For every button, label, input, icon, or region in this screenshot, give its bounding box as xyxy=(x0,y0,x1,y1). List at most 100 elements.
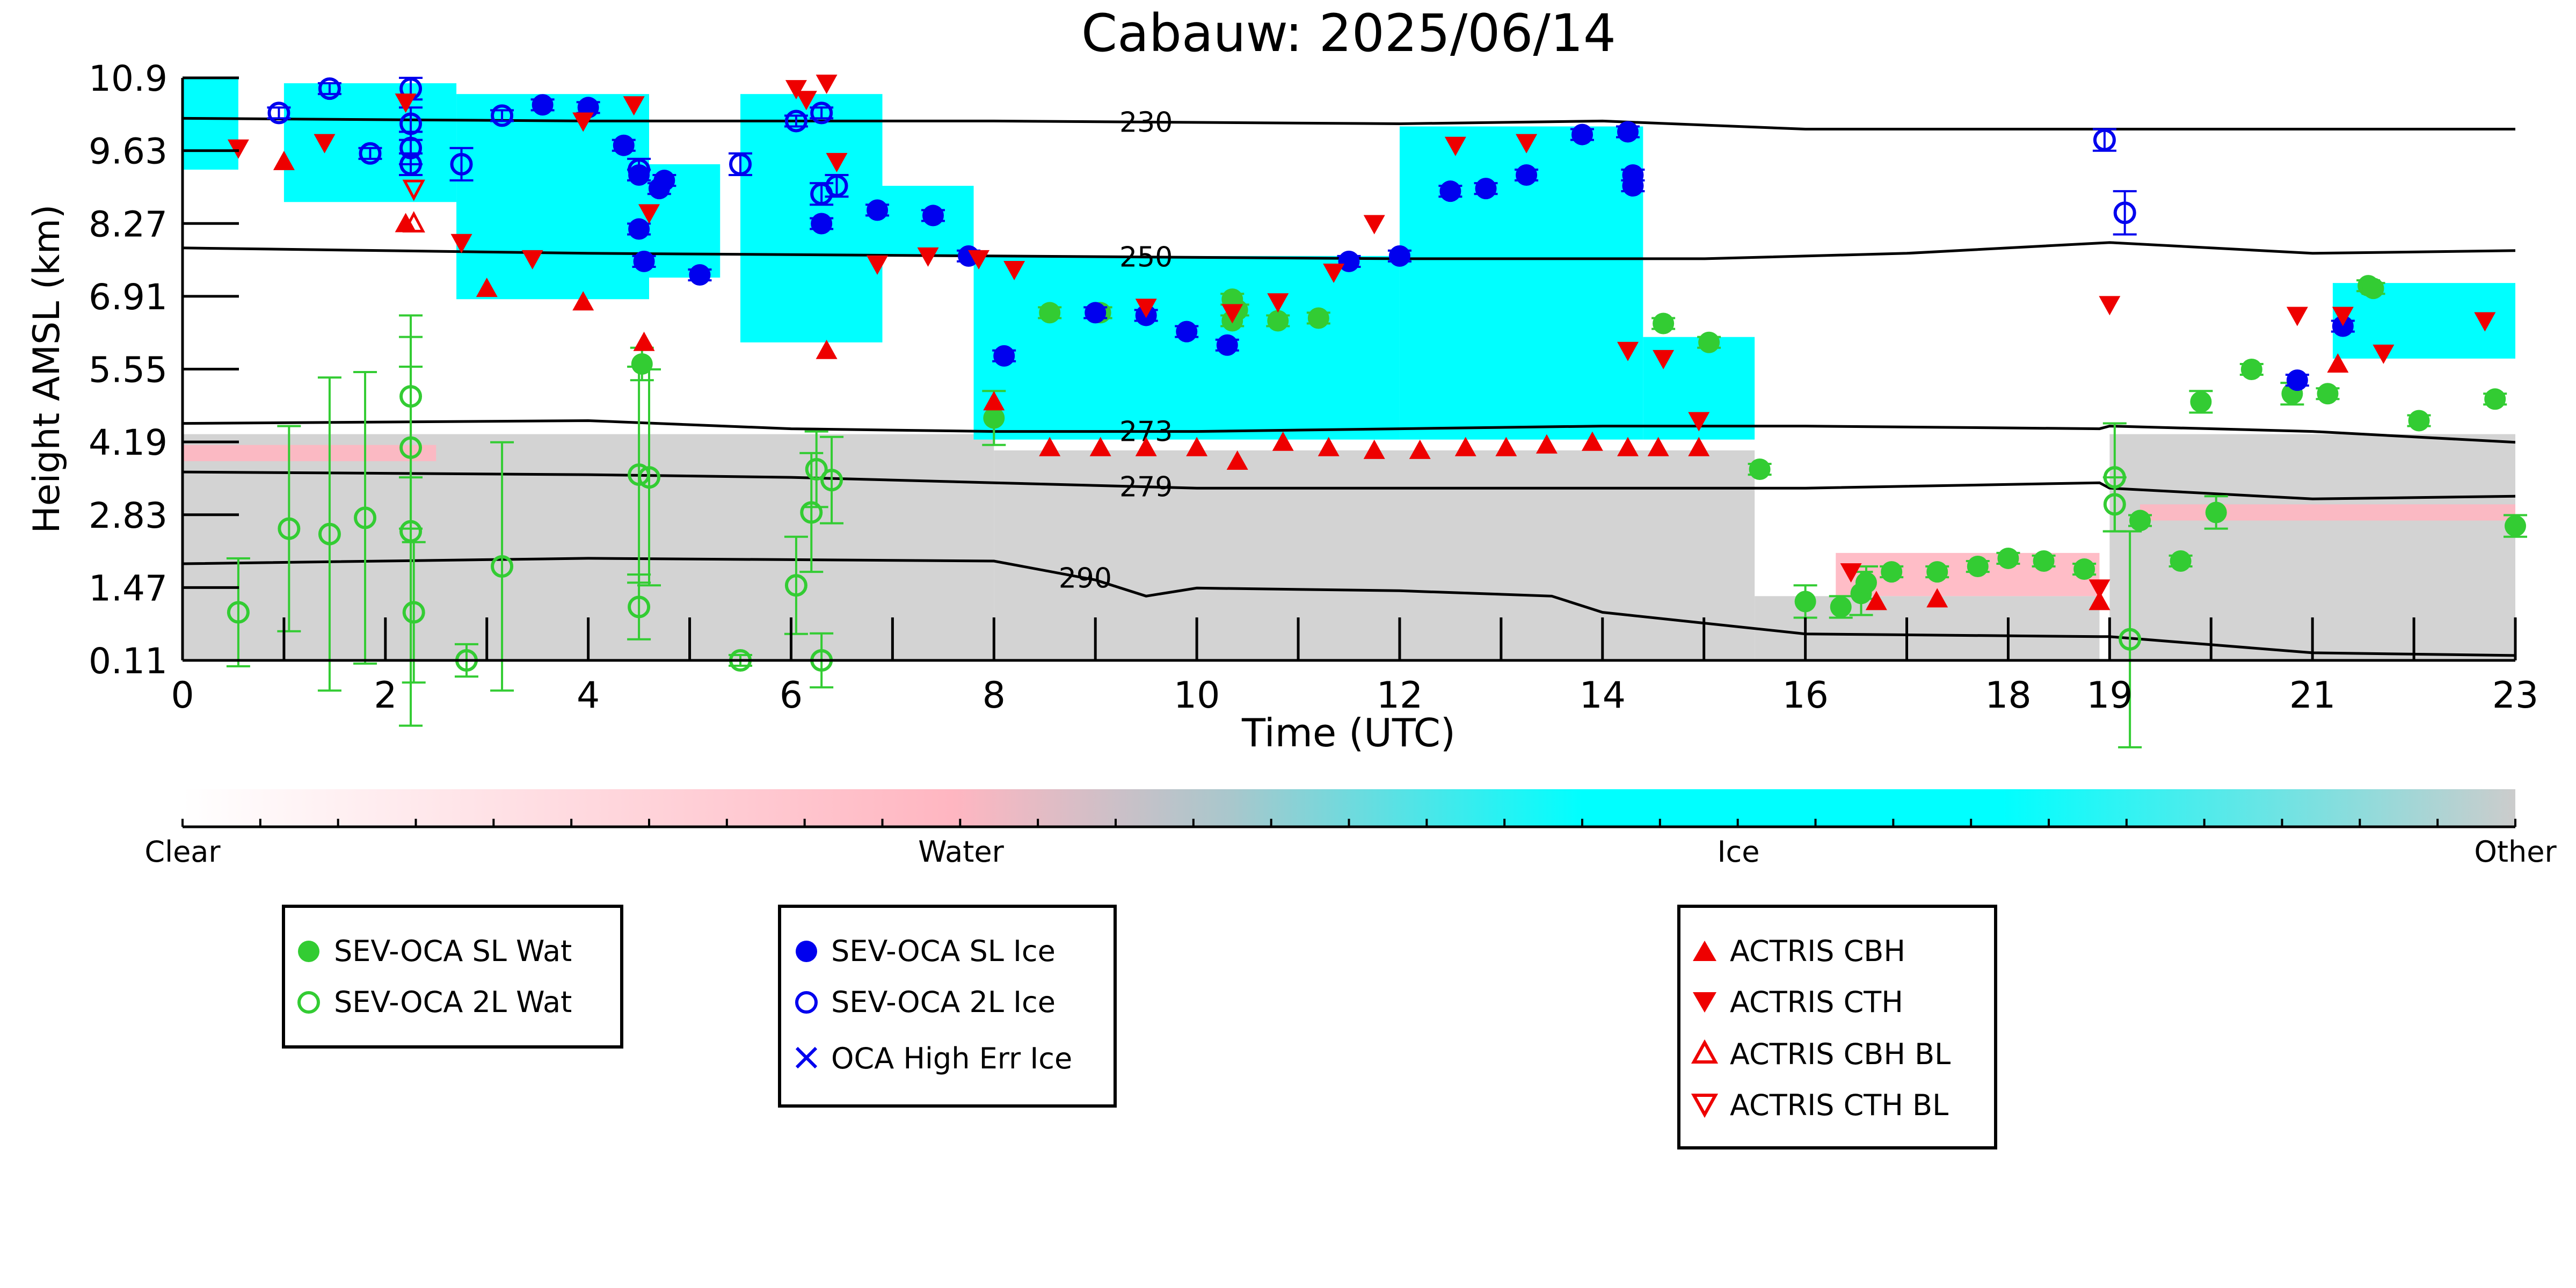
marker-point xyxy=(572,112,594,132)
marker-point xyxy=(2033,550,2055,572)
water-region xyxy=(183,445,436,461)
marker-point xyxy=(1926,588,1948,608)
marker-point xyxy=(1647,436,1669,456)
legend-label-2l-wat: SEV-OCA 2L Wat xyxy=(334,985,572,1019)
legend-label-cbh: ACTRIS CBH xyxy=(1730,934,1905,968)
marker-point xyxy=(267,101,290,125)
y-tick-label: 5.55 xyxy=(89,350,168,391)
marker-point xyxy=(1688,412,1710,432)
marker-point xyxy=(825,174,848,198)
marker-point xyxy=(800,501,823,524)
data-series xyxy=(226,75,2527,748)
isotherm-line xyxy=(183,557,2515,657)
marker-point xyxy=(1475,178,1497,200)
marker-point xyxy=(922,205,944,227)
marker-point xyxy=(795,91,817,111)
x-tick-label: 8 xyxy=(983,674,1006,717)
legend-ice: SEV-OCA SL Ice SEV-OCA 2L Ice OCA High E… xyxy=(778,905,1117,1108)
marker-point xyxy=(826,152,848,172)
marker-point xyxy=(2129,510,2151,532)
x-tick-label: 4 xyxy=(577,674,600,717)
legend-marker-cth-bl xyxy=(1691,1094,1719,1118)
legend-label-cbh-bl: ACTRIS CBH BL xyxy=(1730,1037,1951,1071)
marker-point xyxy=(1495,436,1517,456)
marker-point xyxy=(2205,501,2227,523)
marker-point xyxy=(1967,556,1989,578)
marker-point xyxy=(729,152,752,176)
y-tick-label: 6.91 xyxy=(89,276,168,318)
marker-point xyxy=(1039,436,1061,456)
marker-point xyxy=(399,436,423,459)
marker-point xyxy=(450,152,473,176)
marker-point xyxy=(572,291,594,311)
marker-point xyxy=(811,213,833,235)
y-axis-label: Height AMSL (km) xyxy=(26,205,68,534)
marker-point xyxy=(395,213,417,232)
legend-marker-sl-wat xyxy=(298,941,319,962)
marker-point xyxy=(1135,436,1157,456)
y-tick-label: 8.27 xyxy=(89,203,168,245)
marker-point xyxy=(402,179,425,201)
marker-point xyxy=(402,601,425,624)
marker-point xyxy=(628,595,651,618)
marker-point xyxy=(628,158,651,181)
error-bar xyxy=(784,535,808,635)
marker-point xyxy=(2327,353,2349,373)
legend-label-sl-ice: SEV-OCA SL Ice xyxy=(831,934,1056,968)
marker-point xyxy=(318,522,341,545)
marker-point xyxy=(653,170,675,192)
marker-point xyxy=(1698,331,1720,353)
legend-label-cth-bl: ACTRIS CTH BL xyxy=(1730,1088,1948,1122)
marker-point xyxy=(2332,315,2354,337)
marker-point xyxy=(359,142,382,165)
marker-point xyxy=(805,458,828,481)
marker-point xyxy=(278,517,301,540)
isotherm-label: 279 xyxy=(1119,471,1173,504)
marker-point xyxy=(521,250,543,270)
x-tick-label: 18 xyxy=(1985,674,2032,717)
marker-point xyxy=(1865,591,1887,610)
marker-point xyxy=(1926,561,1948,583)
marker-point xyxy=(867,199,889,221)
legend-marker-cth xyxy=(1693,992,1716,1013)
x-tick-label: 0 xyxy=(171,674,194,717)
marker-point xyxy=(1653,312,1675,334)
marker-point xyxy=(1840,563,1862,583)
marker-point xyxy=(993,345,1015,367)
legend-marker-2l-ice xyxy=(795,991,818,1014)
marker-point xyxy=(784,574,807,597)
error-bar xyxy=(799,452,824,573)
marker-point xyxy=(2505,515,2526,537)
error-bar xyxy=(490,441,514,692)
x-tick-label: 14 xyxy=(1580,674,1626,717)
marker-point xyxy=(2103,493,2126,516)
marker-point xyxy=(1855,572,1877,594)
water-region xyxy=(1836,552,2100,596)
marker-point xyxy=(689,264,711,286)
marker-point xyxy=(2119,628,2142,651)
y-tick-label: 10.9 xyxy=(89,58,168,99)
marker-point xyxy=(2408,410,2430,432)
marker-point xyxy=(1617,436,1639,456)
marker-point xyxy=(1085,302,1107,324)
marker-point xyxy=(354,506,377,529)
colorbar-label-water: Water xyxy=(918,835,1004,869)
marker-point xyxy=(810,101,833,125)
isotherm-line xyxy=(183,241,2515,260)
classification-background xyxy=(183,78,2515,660)
marker-point xyxy=(613,134,635,156)
marker-point xyxy=(1323,264,1345,283)
water-region xyxy=(2140,504,2515,521)
marker-point xyxy=(1617,121,1639,143)
isotherm-label: 290 xyxy=(1059,563,1112,595)
isotherm-label: 230 xyxy=(1119,106,1173,139)
marker-point xyxy=(1581,431,1603,451)
colorbar-label-clear: Clear xyxy=(144,835,221,869)
marker-point xyxy=(2286,307,2308,326)
error-bar xyxy=(353,371,377,665)
marker-point xyxy=(2373,344,2395,364)
error-bar xyxy=(820,435,844,525)
error-bar xyxy=(399,365,423,530)
x-tick-label: 12 xyxy=(1377,674,1423,717)
